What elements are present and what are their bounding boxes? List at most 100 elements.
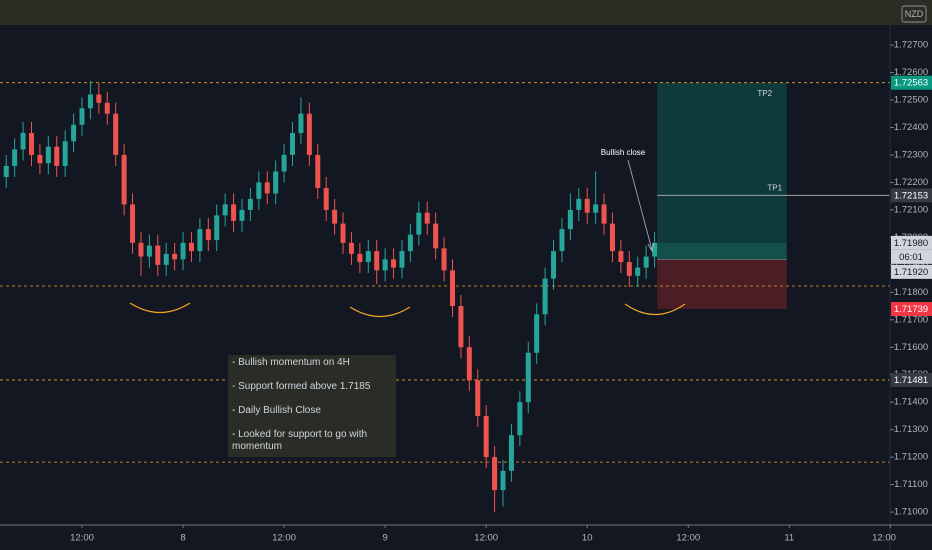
candle-body (433, 223, 439, 249)
candle-body (273, 171, 279, 194)
candle-body (466, 347, 472, 381)
note-line: - Bullish momentum on 4H (232, 357, 350, 368)
candle-body (332, 209, 338, 224)
candle-body (306, 113, 312, 155)
candle-body (567, 209, 573, 230)
x-tick-label: 10 (582, 533, 593, 544)
candle-body (635, 267, 641, 276)
currency: NZD (905, 9, 924, 19)
candle-body (130, 204, 136, 243)
x-tick-label: 12:00 (872, 533, 896, 544)
candle-body (71, 124, 77, 142)
candle-body (104, 102, 110, 114)
arc (349, 306, 411, 317)
candle-body (517, 402, 523, 436)
y-tick-label: 1.71100 (894, 479, 928, 490)
candle-body (348, 242, 354, 254)
candle-body (626, 262, 632, 276)
candle-body (37, 154, 43, 164)
profit-zone (657, 242, 787, 260)
candle-body (500, 470, 506, 491)
candle-body (146, 245, 152, 257)
candle-body (551, 251, 557, 279)
candle-body (172, 253, 178, 260)
candle-body (618, 251, 624, 263)
x-tick-label: 12:00 (70, 533, 94, 544)
candle-body (534, 314, 540, 353)
candle-body (441, 248, 447, 271)
candle-body (323, 187, 329, 210)
stop-price-box (891, 302, 932, 317)
y-tick-label: 1.72600 (894, 67, 928, 78)
current-price: 1.71980 (894, 238, 928, 249)
target-zone (657, 82, 787, 260)
candle-body (458, 306, 464, 348)
currency-box[interactable] (901, 5, 927, 23)
candle-body (416, 212, 422, 235)
y-tick-label: 1.71800 (894, 287, 928, 298)
candle-body (264, 182, 270, 194)
countdown: 06:01 (899, 252, 923, 263)
note-line: - Looked for support to go with momentum (232, 429, 368, 452)
y-tick-label: 1.72700 (894, 40, 928, 51)
tp1-label: TP1 (767, 183, 782, 192)
candle-body (593, 204, 599, 213)
candle-body (609, 223, 615, 252)
candle-body (576, 198, 582, 210)
candle-body (96, 94, 102, 103)
candle-body (205, 229, 211, 241)
y-tick-label: 1.71200 (894, 452, 928, 463)
arc (129, 302, 191, 313)
candle-body (365, 251, 371, 263)
candle-body (483, 415, 489, 458)
candle-body (113, 113, 119, 155)
arc (624, 303, 686, 315)
tp2-label: TP2 (757, 89, 772, 98)
y-tick-label: 1.72100 (894, 204, 928, 215)
candle-body (28, 132, 34, 155)
tp1-price: 1.72153 (894, 190, 928, 201)
entry-price-box (891, 264, 932, 279)
candle-body (508, 435, 514, 471)
y-tick-label: 1.71400 (894, 397, 928, 408)
candle-body (298, 113, 304, 133)
level-price-box (891, 372, 932, 387)
candle-body (180, 242, 186, 260)
y-tick-label: 1.72200 (894, 177, 928, 188)
candle-body (247, 198, 253, 210)
y-tick-label: 1.72400 (894, 122, 928, 133)
y-tick-label: 1.71000 (894, 507, 928, 518)
level-price: 1.71481 (894, 375, 928, 386)
candle-body (601, 204, 607, 224)
candle-body (542, 278, 548, 315)
candle-body (290, 132, 296, 155)
countdown-box (891, 249, 932, 264)
callout-arrowhead (647, 242, 655, 253)
level-price: 1.72563 (894, 78, 928, 89)
candle-body (121, 154, 127, 205)
candle-body (374, 251, 380, 271)
x-tick-label: 12:00 (676, 533, 700, 544)
candle-body (256, 182, 262, 199)
candle-body (214, 215, 220, 241)
candle-body (163, 253, 169, 265)
candle-body (62, 141, 68, 166)
candle-body (407, 234, 413, 252)
candle-body (424, 212, 430, 224)
candle-body (525, 352, 531, 403)
candle-body (315, 154, 321, 188)
note-line: - Daily Bullish Close (232, 405, 321, 416)
y-tick-label: 1.72500 (894, 95, 928, 106)
candle-body (188, 242, 194, 252)
note-line: - Support formed above 1.7185 (232, 381, 371, 392)
candle-body (222, 204, 228, 216)
candle-body (584, 198, 590, 213)
candle-body (559, 229, 565, 252)
candle-body (652, 242, 658, 257)
candle-body (475, 380, 481, 416)
notes-box: - Bullish momentum on 4H - Support formed… (228, 355, 396, 457)
x-tick-label: 11 (784, 533, 794, 544)
candle-body (45, 146, 51, 164)
stop-price: 1.71739 (894, 304, 928, 315)
